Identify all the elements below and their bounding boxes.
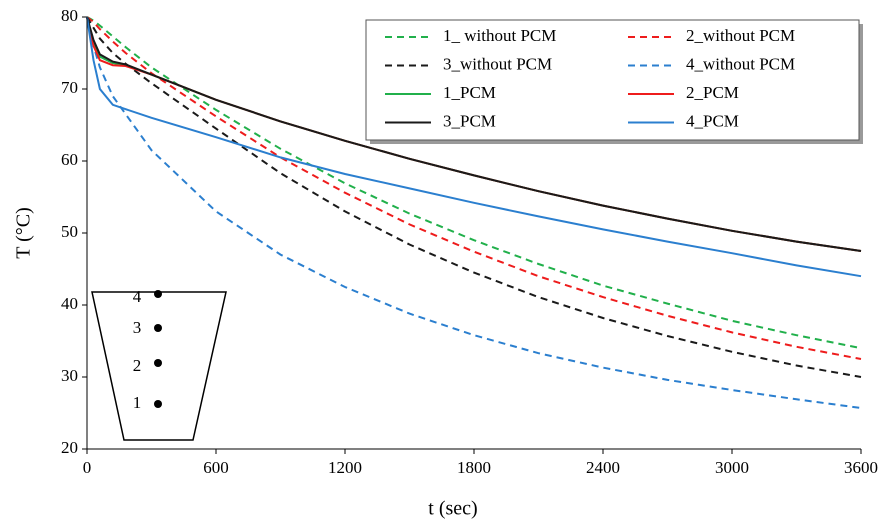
- legend-label: 2_PCM: [686, 83, 739, 102]
- y-tick-label: 40: [61, 294, 78, 313]
- x-tick-label: 600: [203, 458, 229, 477]
- x-tick-label: 0: [83, 458, 92, 477]
- sensor-dot: [154, 290, 162, 298]
- x-tick-label: 1200: [328, 458, 362, 477]
- sensor-label: 4: [133, 287, 142, 306]
- x-tick-label: 3000: [715, 458, 749, 477]
- x-tick-label: 3600: [844, 458, 878, 477]
- legend-label: 3_without PCM: [443, 54, 552, 73]
- y-tick-label: 50: [61, 222, 78, 241]
- inset: 4 3 2 1: [91, 287, 227, 441]
- legend-label: 4_PCM: [686, 111, 739, 130]
- legend-label: 1_ without PCM: [443, 26, 556, 45]
- legend-label: 4_without PCM: [686, 54, 795, 73]
- sensor-dot: [154, 324, 162, 332]
- y-tick-label: 80: [61, 6, 78, 25]
- legend-label: 2_without PCM: [686, 26, 795, 45]
- series-line: [86, 16, 862, 409]
- series-line: [86, 16, 862, 350]
- y-tick-label: 20: [61, 438, 78, 457]
- sensor-label: 2: [133, 356, 142, 375]
- legend-box: [365, 19, 860, 141]
- legend-label: 3_PCM: [443, 111, 496, 130]
- series-line: [86, 16, 862, 278]
- series-line: [86, 16, 862, 252]
- y-axis-label: T (°C): [13, 207, 35, 259]
- sensor-dot: [154, 400, 162, 408]
- series-line: [86, 16, 862, 360]
- legend-label: 1_PCM: [443, 83, 496, 102]
- sensor-label: 3: [133, 318, 142, 337]
- x-axis-label: t (sec): [428, 498, 477, 520]
- sensor-dot: [154, 359, 162, 367]
- y-tick-label: 60: [61, 150, 78, 169]
- y-tick-label: 30: [61, 366, 78, 385]
- y-tick-label: 70: [61, 78, 78, 97]
- x-tick-label: 2400: [586, 458, 620, 477]
- sensor-label: 1: [133, 393, 142, 412]
- series-line: [86, 16, 862, 378]
- x-tick-label: 1800: [457, 458, 491, 477]
